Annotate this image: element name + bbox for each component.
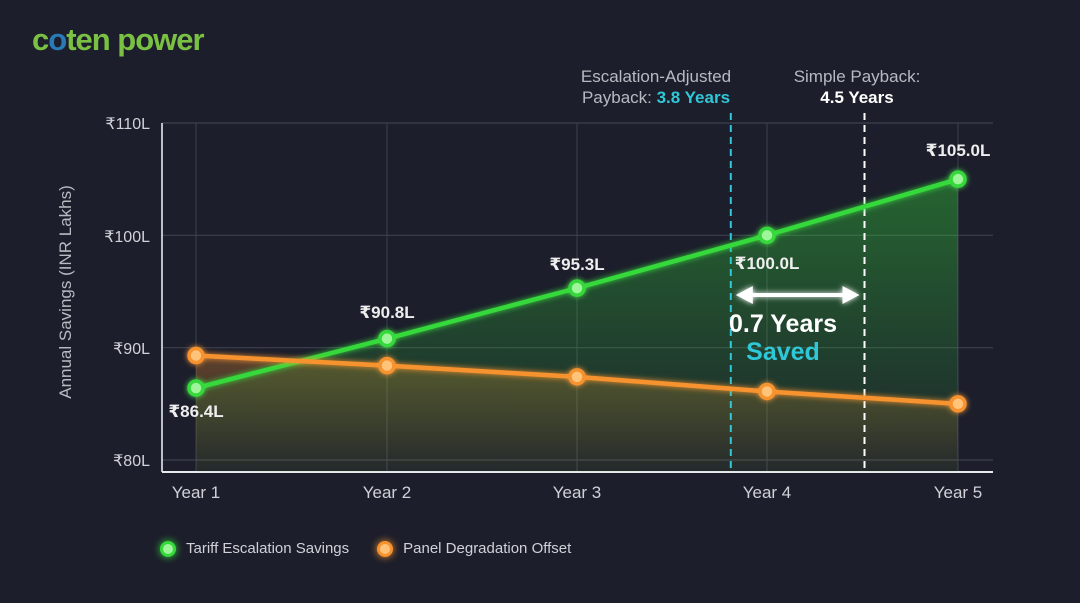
double-arrow-icon: [735, 286, 860, 304]
y-tick-80: ₹80L: [113, 453, 150, 470]
data-point[interactable]: [568, 279, 586, 297]
x-tick-year-5: Year 5: [933, 483, 983, 502]
open-power-logo: coten power: [32, 22, 205, 58]
data-point[interactable]: [378, 329, 396, 348]
years-saved-label: Saved: [746, 338, 820, 366]
escalation-payback-prefix: Payback:: [581, 88, 657, 107]
legend-label-degradation: Panel Degradation Offset: [403, 540, 572, 557]
simple-payback-annotation: Simple Payback: 4.5 Years: [794, 66, 921, 108]
x-tick-year-3: Year 3: [552, 483, 602, 502]
simple-payback-title: Simple Payback:: [793, 67, 921, 86]
legend-item-degradation[interactable]: Panel Degradation Offset: [377, 540, 571, 557]
data-point[interactable]: [187, 346, 205, 365]
data-label-year-4: ₹100.0L: [734, 254, 800, 273]
data-label-year-1: ₹86.4L: [168, 402, 224, 421]
escalation-payback-annotation: Escalation-Adjusted Payback: 3.8 Years: [581, 66, 731, 108]
green-dot-icon: [160, 540, 176, 557]
y-tick-90: ₹90L: [113, 341, 150, 358]
orange-dot-icon: [377, 540, 394, 557]
escalation-payback-value: 3.8 Years: [656, 88, 731, 107]
simple-payback-value: 4.5 Years: [820, 88, 894, 107]
data-label-year-3: ₹95.3L: [549, 255, 605, 274]
legend-item-tariff[interactable]: Tariff Escalation Savings: [160, 540, 349, 557]
logo-letter-c: c: [32, 22, 49, 57]
y-tick-110: ₹110L: [105, 116, 150, 133]
years-saved-value: 0.7 Years: [729, 310, 837, 338]
escalation-payback-title: Escalation-Adjusted: [580, 67, 732, 86]
x-tick-year-4: Year 4: [742, 483, 792, 502]
data-point[interactable]: [187, 379, 205, 397]
data-point[interactable]: [949, 395, 967, 413]
data-point[interactable]: [758, 382, 776, 401]
y-axis-label: Annual Savings (INR Lakhs): [56, 185, 75, 399]
data-point[interactable]: [378, 356, 396, 375]
legend-label-tariff: Tariff Escalation Savings: [186, 540, 350, 557]
y-tick-100: ₹100L: [104, 229, 150, 246]
data-label-year-2: ₹90.8L: [359, 303, 415, 322]
data-point[interactable]: [758, 226, 776, 245]
data-point[interactable]: [949, 170, 967, 188]
logo-text: ten power: [66, 22, 204, 57]
x-tick-year-1: Year 1: [171, 483, 221, 502]
logo-letter-o: o: [48, 22, 67, 57]
x-tick-year-2: Year 2: [362, 483, 412, 502]
chart-legend: Tariff Escalation Savings Panel Degradat…: [160, 540, 599, 557]
data-label-year-5: ₹105.0L: [925, 141, 991, 160]
data-points: [187, 170, 967, 413]
data-point[interactable]: [568, 368, 586, 386]
